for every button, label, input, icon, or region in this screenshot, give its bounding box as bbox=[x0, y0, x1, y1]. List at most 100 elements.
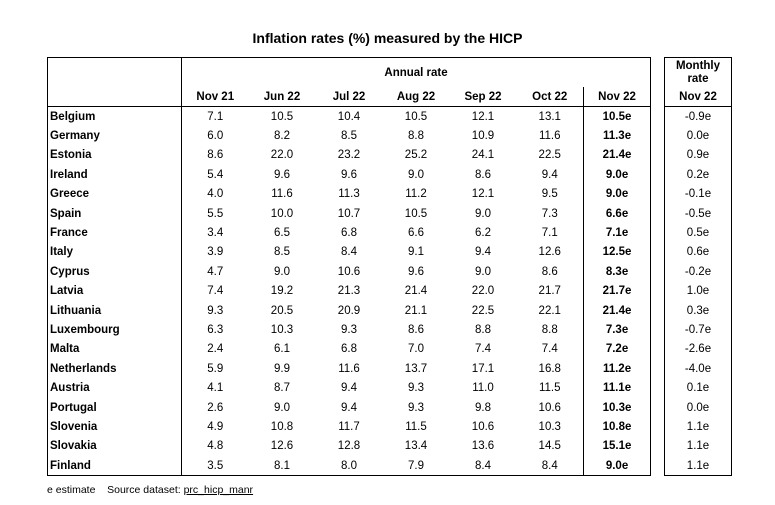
rate-cell: 10.8e bbox=[582, 417, 652, 437]
rate-cell: 8.8 bbox=[541, 323, 558, 336]
monthly-rate-cell: -4.0e bbox=[684, 362, 712, 375]
country-name: Portugal bbox=[47, 397, 182, 418]
country-name: Malta bbox=[47, 339, 182, 360]
country-name: Lithuania bbox=[47, 300, 182, 321]
rate-cell: 7.1 bbox=[207, 110, 224, 123]
rate-cell: 13.6 bbox=[471, 440, 495, 453]
monthly-row: 0.5e bbox=[665, 223, 732, 242]
rate-cell: 9.4 bbox=[341, 401, 357, 414]
rate-cell: 6.3 bbox=[207, 323, 224, 336]
rate-cell: 8.1 bbox=[274, 459, 290, 472]
rate-cell: 9.3 bbox=[408, 382, 424, 395]
table-row: Austria 4.1 8.7 9.4 9.3 11.0 11.5 11.1e bbox=[47, 378, 652, 398]
rate-cell: 11.1e bbox=[582, 378, 652, 398]
monthly-row: 1.1e bbox=[665, 417, 732, 436]
rate-cell: 9.6 bbox=[341, 168, 357, 181]
table-row: Malta 2.4 6.1 6.8 7.0 7.4 7.4 7.2e bbox=[47, 339, 652, 360]
country-name: Germany bbox=[47, 126, 182, 146]
rate-cell: 6.8 bbox=[341, 343, 357, 356]
rate-cell: 22.1 bbox=[538, 304, 561, 317]
rate-cell: 11.6 bbox=[338, 362, 360, 375]
rate-cell: 12.5e bbox=[582, 242, 652, 263]
estimate-note: e estimate bbox=[47, 484, 96, 496]
rate-cell: 16.8 bbox=[538, 362, 561, 375]
rate-cell: 4.1 bbox=[207, 382, 224, 395]
rate-cell: 19.2 bbox=[270, 285, 294, 298]
monthly-row: -0.5e bbox=[665, 204, 732, 223]
table-row: Estonia 8.6 22.0 23.2 25.2 24.1 22.5 21.4e bbox=[47, 145, 652, 166]
rate-cell: 7.1 bbox=[541, 227, 558, 240]
rate-cell: 21.1 bbox=[404, 304, 428, 317]
rate-cell: 7.1e bbox=[582, 223, 652, 243]
monthly-row: 0.2e bbox=[665, 165, 732, 184]
annual-rate-header: Annual rate bbox=[180, 57, 651, 87]
monthly-row: 1.1e bbox=[665, 456, 732, 476]
country-name: Greece bbox=[47, 184, 182, 204]
monthly-rate-cell: 0.1e bbox=[686, 382, 710, 395]
rate-cell: 9.0e bbox=[582, 456, 652, 476]
source-dataset-link[interactable]: prc_hicp_manr bbox=[183, 484, 254, 496]
table-row: Spain 5.5 10.0 10.7 10.5 9.0 7.3 6.6e bbox=[47, 203, 652, 224]
table-row: Lithuania 9.3 20.5 20.9 21.1 22.5 22.1 21.4e bbox=[47, 300, 652, 321]
rate-cell: 8.6 bbox=[475, 168, 491, 181]
rate-cell: 10.5 bbox=[404, 207, 428, 220]
column-header: Jul 22 bbox=[315, 87, 383, 107]
rate-cell: 10.4 bbox=[337, 110, 361, 123]
rate-cell: 9.0 bbox=[475, 265, 491, 278]
monthly-rate-header: Monthly rate bbox=[665, 58, 732, 88]
rate-cell: 9.4 bbox=[341, 382, 357, 395]
rate-cell: 6.0 bbox=[207, 130, 224, 143]
monthly-rate-cell: 0.0e bbox=[686, 130, 710, 143]
rate-cell: 11.2 bbox=[405, 188, 427, 201]
rate-cell: 20.9 bbox=[337, 304, 361, 317]
rate-cell: 3.9 bbox=[207, 246, 224, 259]
rate-cell: 11.7 bbox=[338, 420, 360, 433]
table-row: Finland 3.5 8.1 8.0 7.9 8.4 8.4 9.0e bbox=[47, 456, 652, 476]
monthly-rate-cell: -0.1e bbox=[684, 188, 712, 201]
monthly-row: 0.0e bbox=[665, 398, 732, 417]
monthly-rate-cell: 1.1e bbox=[686, 459, 710, 472]
rate-cell: 10.6 bbox=[337, 265, 361, 278]
rate-cell: 14.5 bbox=[538, 440, 561, 453]
monthly-row: 0.1e bbox=[665, 378, 732, 397]
monthly-row: -4.0e bbox=[665, 359, 732, 378]
rate-cell: 15.1e bbox=[582, 436, 652, 457]
rate-cell: 9.1 bbox=[408, 246, 424, 259]
rate-cell: 7.2e bbox=[582, 339, 652, 360]
table-title: Inflation rates (%) measured by the HICP bbox=[252, 30, 523, 46]
table-row: Netherlands 5.9 9.9 11.6 13.7 17.1 16.8 11.2e bbox=[47, 359, 652, 379]
table-row: Cyprus 4.7 9.0 10.6 9.6 9.0 8.6 8.3e bbox=[47, 262, 652, 282]
rate-cell: 6.6 bbox=[408, 227, 424, 240]
rate-cell: 8.6 bbox=[207, 149, 224, 162]
country-name: France bbox=[47, 223, 182, 243]
monthly-column-header: Nov 22 bbox=[664, 87, 732, 107]
rate-cell: 13.1 bbox=[538, 110, 561, 123]
monthly-rate-cell: -0.7e bbox=[684, 323, 712, 336]
country-name: Austria bbox=[47, 378, 182, 398]
rate-cell: 5.4 bbox=[207, 168, 224, 181]
rate-cell: 9.0e bbox=[582, 184, 652, 204]
column-header-row: Nov 21 Jun 22 Jul 22 Aug 22 Sep 22 Oct 22 Nov … bbox=[47, 87, 652, 107]
rate-cell: 3.5 bbox=[207, 459, 224, 472]
rate-cell: 13.7 bbox=[404, 362, 428, 375]
footnote: e estimate Source dataset: prc_hicp_manr bbox=[47, 484, 253, 496]
table-row: Ireland 5.4 9.6 9.6 9.0 8.6 9.4 9.0e bbox=[47, 165, 652, 185]
monthly-rate-cell: -2.6e bbox=[684, 343, 712, 356]
country-name: Estonia bbox=[47, 145, 182, 166]
rate-cell: 8.8 bbox=[408, 130, 424, 143]
rate-cell: 9.5 bbox=[541, 188, 558, 201]
monthly-rate-cell: 0.6e bbox=[686, 246, 710, 259]
source-label: Source dataset: bbox=[107, 484, 181, 496]
rate-cell: 9.3 bbox=[408, 401, 424, 414]
rate-cell: 21.4e bbox=[582, 145, 652, 166]
rate-cell: 4.9 bbox=[207, 420, 224, 433]
rate-cell: 2.4 bbox=[207, 343, 224, 356]
corner-cell bbox=[48, 58, 182, 88]
rate-cell: 9.0 bbox=[274, 265, 290, 278]
rate-cell: 11.5 bbox=[405, 420, 427, 433]
rate-cell: 6.8 bbox=[341, 227, 357, 240]
monthly-label-line1: Monthly bbox=[675, 59, 721, 72]
monthly-rate-cell: 0.9e bbox=[686, 149, 710, 162]
rate-cell: 12.8 bbox=[337, 440, 361, 453]
column-header: Sep 22 bbox=[449, 87, 517, 107]
